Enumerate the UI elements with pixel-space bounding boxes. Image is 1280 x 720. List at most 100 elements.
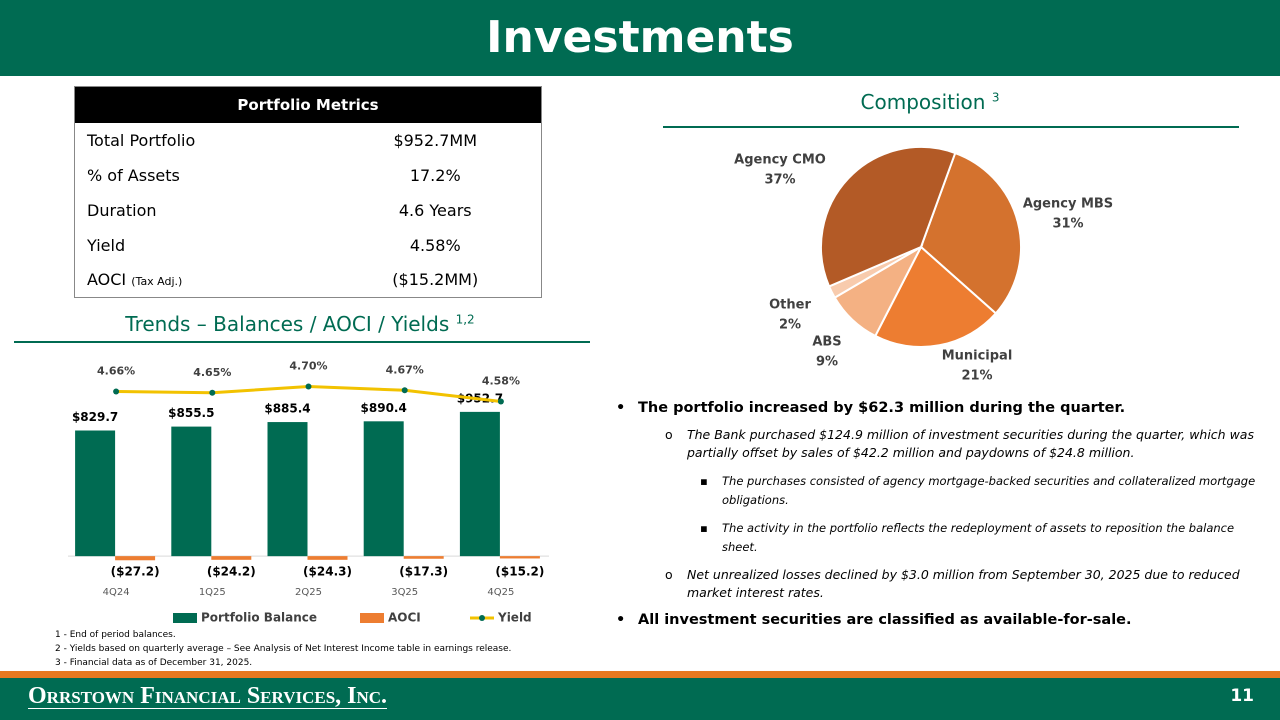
bar xyxy=(115,556,156,561)
bar xyxy=(211,556,252,560)
title-text: Composition xyxy=(860,90,986,114)
bar xyxy=(403,556,444,559)
pie-label: Agency MBS xyxy=(1023,197,1113,212)
title-text: Trends – Balances / AOCI / Yields xyxy=(125,312,450,336)
table-row: % of Assets 17.2% xyxy=(75,158,542,193)
bullet-marker: o xyxy=(665,567,673,582)
row-label: % of Assets xyxy=(75,158,330,193)
legend-label: Portfolio Balance xyxy=(201,611,317,625)
data-label: 4.67% xyxy=(386,363,424,376)
bullet-marker: ▪ xyxy=(700,474,708,488)
pie-label: Agency CMO xyxy=(734,153,826,168)
bullets: • The portfolio increased by $62.3 millio… xyxy=(608,400,1268,638)
data-label: $890.4 xyxy=(361,401,407,415)
row-value: ($15.2MM) xyxy=(392,270,479,290)
legend-swatch xyxy=(173,613,197,623)
legend-label: Yield xyxy=(497,611,532,625)
data-label: $855.5 xyxy=(168,406,214,420)
row-value: 4.58% xyxy=(409,235,461,255)
yield-marker xyxy=(113,388,120,395)
data-label: ($15.2) xyxy=(495,565,544,579)
pie-slice xyxy=(820,146,957,288)
table-row: Duration 4.6 Years xyxy=(75,193,542,228)
yield-marker xyxy=(305,383,312,390)
title-note: 3 xyxy=(991,90,1000,105)
label-text: AOCI xyxy=(87,270,127,290)
data-label: ($24.2) xyxy=(207,565,256,579)
footer xyxy=(0,678,1280,720)
bar xyxy=(363,421,404,557)
bullet: ▪ The activity in the portfolio reflects … xyxy=(700,519,1268,557)
legend-label: AOCI xyxy=(388,611,421,625)
pie-slice xyxy=(919,151,1022,315)
bullet-text: The purchases consisted of agency mortga… xyxy=(722,474,1256,507)
footnote: 3 - Financial data as of December 31, 20… xyxy=(55,658,253,668)
pie-label: Municipal xyxy=(942,349,1013,364)
row-label: AOCI (Tax Adj.) xyxy=(75,263,330,298)
table-row: Yield 4.58% xyxy=(75,228,542,263)
bar xyxy=(307,556,348,560)
data-label: ($24.3) xyxy=(303,565,352,579)
bullet-marker: • xyxy=(616,400,626,416)
data-label: 4.65% xyxy=(193,366,231,379)
bullet: • The portfolio increased by $62.3 millio… xyxy=(616,400,1268,416)
label-note: (Tax Adj.) xyxy=(131,275,183,289)
page-number: 11 xyxy=(1230,686,1254,706)
data-label: ($17.3) xyxy=(399,565,448,579)
x-tick-label: 4Q25 xyxy=(487,587,514,598)
data-label: $829.7 xyxy=(72,410,118,424)
bullet: • All investment securities are classifie… xyxy=(616,612,1268,628)
bar xyxy=(267,422,308,557)
bullet-text: All investment securities are classified… xyxy=(638,612,1132,628)
bar xyxy=(171,426,212,557)
pie-value: 2% xyxy=(779,318,801,333)
bar xyxy=(459,411,500,557)
bar xyxy=(499,556,540,559)
bullet-marker: • xyxy=(616,612,626,628)
pie-label: Other xyxy=(769,298,811,313)
legend-swatch xyxy=(360,613,384,623)
bar xyxy=(75,430,116,557)
bullet: o Net unrealized losses declined by $3.0 … xyxy=(665,566,1268,602)
table-row: Total Portfolio $952.7MM xyxy=(75,123,542,158)
label-text: Duration xyxy=(87,200,157,220)
label-text: Yield xyxy=(87,235,126,255)
row-label: Yield xyxy=(75,228,330,263)
rule xyxy=(663,126,1239,128)
x-tick-label: 1Q25 xyxy=(199,587,226,598)
bullet: ▪ The purchases consisted of agency mortg… xyxy=(700,472,1268,510)
bar-title: Trends – Balances / AOCI / Yields 1,2 xyxy=(40,312,560,336)
metrics-table: Portfolio Metrics Total Portfolio $952.7M… xyxy=(74,86,542,298)
pie-value: 37% xyxy=(764,173,795,188)
data-label: 4.66% xyxy=(97,365,135,378)
footnotes: 1 - End of period balances. 2 - Yields ba… xyxy=(55,628,511,670)
footnote: 1 - End of period balances. xyxy=(55,630,176,640)
bullet-text: The Bank purchased $124.9 million of inv… xyxy=(687,427,1254,460)
bullet-marker: ▪ xyxy=(700,521,708,535)
bullet-text: Net unrealized losses declined by $3.0 m… xyxy=(687,567,1240,600)
label-text: Total Portfolio xyxy=(87,130,196,150)
pie-value: 21% xyxy=(961,369,992,384)
table-row: AOCI (Tax Adj.) ($15.2MM) xyxy=(75,263,542,298)
row-label: Total Portfolio xyxy=(75,123,330,158)
yield-marker xyxy=(209,389,216,396)
data-label: $885.4 xyxy=(264,402,310,416)
row-value: 4.6 Years xyxy=(398,200,472,220)
data-label: ($27.2) xyxy=(111,565,160,579)
yield-marker xyxy=(497,398,504,405)
data-label: 4.58% xyxy=(482,375,520,388)
row-value: $952.7MM xyxy=(393,130,478,150)
yield-marker xyxy=(401,387,408,394)
accent-bar xyxy=(0,671,1280,678)
x-tick-label: 3Q25 xyxy=(391,587,418,598)
bullet-text: The activity in the portfolio reflects t… xyxy=(722,521,1235,554)
legend-swatch xyxy=(479,615,485,621)
bullet-text: The portfolio increased by $62.3 million… xyxy=(638,400,1126,416)
charts: 4Q24 1Q25 2Q25 3Q25 4Q25 $829.7 $855.5 $885.4 $8… xyxy=(68,146,1113,625)
bullet: o The Bank purchased $124.9 million of in… xyxy=(665,426,1268,462)
table-title: Portfolio Metrics xyxy=(74,86,542,123)
data-label: 4.70% xyxy=(289,360,327,373)
bullet-marker: o xyxy=(665,427,673,442)
pie-value: 31% xyxy=(1052,217,1083,232)
